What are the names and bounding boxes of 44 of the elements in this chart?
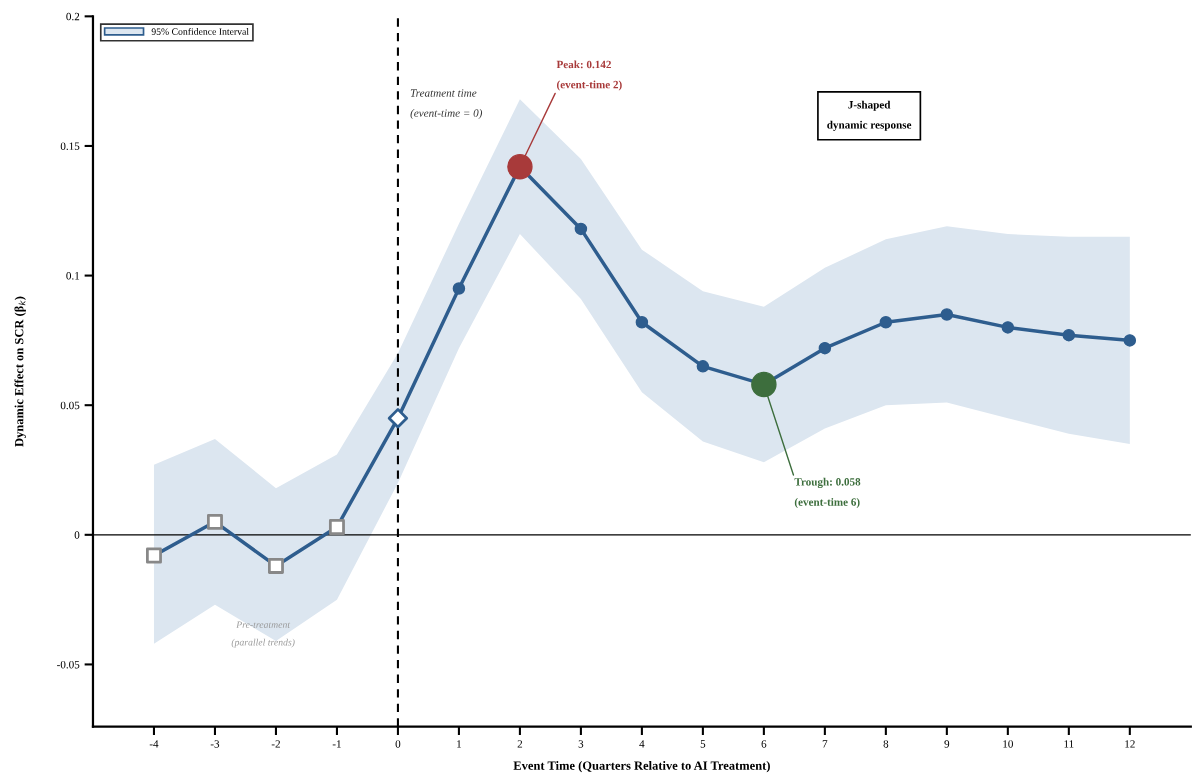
x-tick-label: -3 xyxy=(210,740,220,748)
x-tick-label: 8 xyxy=(883,740,889,748)
y-tick-label: 0.1 xyxy=(66,272,80,280)
legend-label: 95% Confidence Interval xyxy=(151,27,249,35)
point xyxy=(1001,321,1015,334)
x-tick-label: 3 xyxy=(578,740,584,748)
point xyxy=(751,371,777,398)
y-tick-label: 0.2 xyxy=(66,12,80,21)
x-tick-label: 1 xyxy=(457,740,462,748)
point xyxy=(1062,328,1076,342)
y-tick-label: 0.05 xyxy=(60,401,80,410)
point xyxy=(940,308,954,321)
x-tick-label: 12 xyxy=(1125,740,1135,748)
y-tick-label: -0.05 xyxy=(57,660,80,669)
x-tick-label: 2 xyxy=(517,740,523,748)
x-tick-label: -2 xyxy=(271,740,280,748)
y-tick-label: 0 xyxy=(74,531,80,539)
x-tick-label: -4 xyxy=(149,740,159,748)
x-tick-label: 0 xyxy=(395,740,401,748)
x-axis-title: Event Time (Quarters Relative to AI Treatment) xyxy=(513,761,770,773)
x-tick-label: 5 xyxy=(700,740,706,748)
annotation: J-shaped dynamic response xyxy=(827,100,912,131)
x-tick-label: 10 xyxy=(1003,740,1013,748)
x-tick-label: 7 xyxy=(822,740,828,748)
x-tick-label: -1 xyxy=(332,740,341,748)
x-tick-label: 9 xyxy=(944,740,950,748)
ref-line-label: Treatment time (event-time = 0) xyxy=(410,89,483,120)
y-tick-label: 0.15 xyxy=(60,142,80,150)
point xyxy=(1123,334,1137,347)
point xyxy=(879,315,893,329)
annotation: Pre-treatment (parallel trends) xyxy=(231,621,295,648)
point xyxy=(696,360,710,373)
annotation: Peak: 0.142 (event-time 2) xyxy=(556,60,622,91)
annotation: Trough: 0.058 (event-time 6) xyxy=(794,477,861,509)
x-tick-label: 6 xyxy=(761,740,767,748)
point xyxy=(387,407,409,429)
x-tick-label: 11 xyxy=(1064,740,1074,748)
x-tick-label: 4 xyxy=(639,740,645,748)
point xyxy=(452,282,466,295)
point xyxy=(818,341,832,355)
point xyxy=(507,153,533,180)
y-axis-title: Dynamic Effect on SCR (β$_{k}$) xyxy=(14,296,26,447)
point xyxy=(574,222,588,236)
point xyxy=(635,315,649,329)
